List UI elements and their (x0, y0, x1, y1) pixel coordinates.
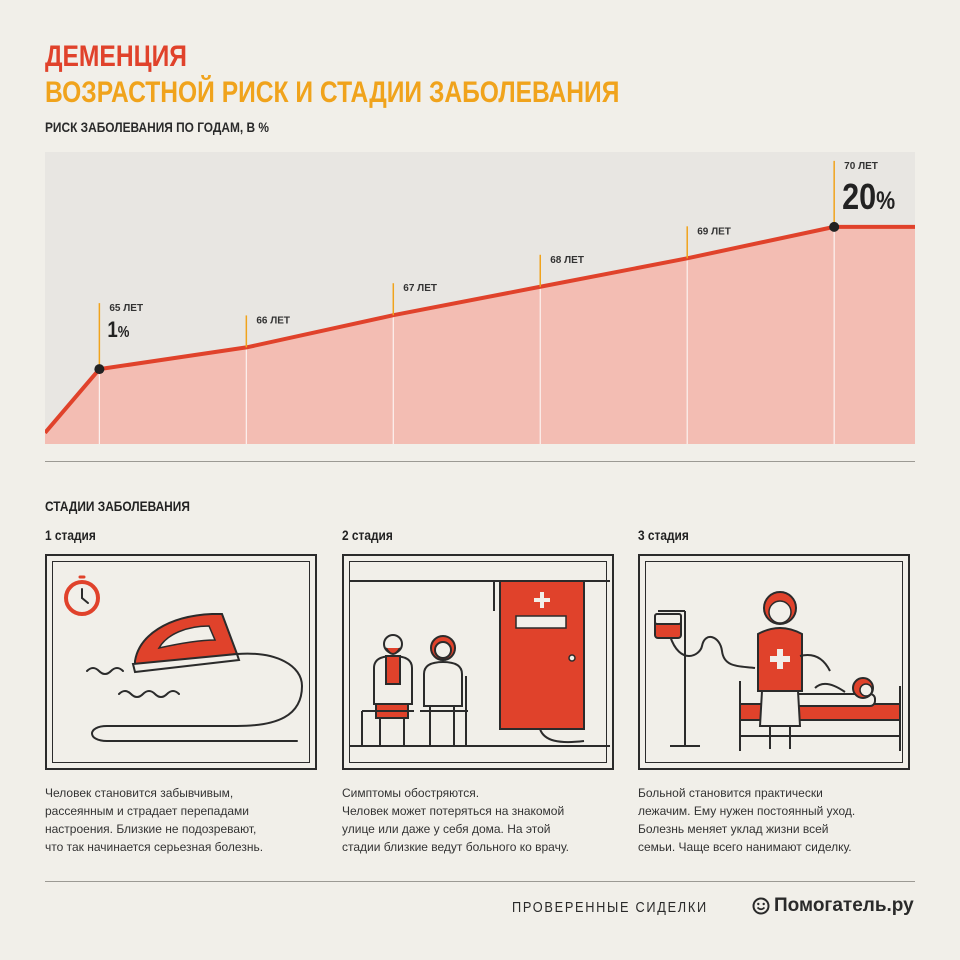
brand-logo[interactable]: Помогатель.ру (752, 895, 914, 917)
year-label: 66 ЛЕТ (256, 315, 290, 326)
divider-bottom (45, 881, 915, 882)
stage-3-label: 3 стадия (638, 527, 689, 543)
page-title: ДЕМЕНЦИЯ (45, 40, 187, 73)
divider-top (45, 461, 915, 462)
nurse-bed-icon (654, 591, 901, 751)
page-subtitle: ВОЗРАСТНОЙ РИСК И СТАДИИ ЗАБОЛЕВАНИЯ (45, 76, 620, 109)
description-line: семьи. Чаще всего нанимают сиделку. (638, 840, 852, 854)
footer-tagline: ПРОВЕРЕННЫЕ СИДЕЛКИ (512, 899, 708, 916)
stage-2-label: 2 стадия (342, 527, 393, 543)
description-line: Симптомы обостряются. (342, 786, 480, 800)
risk-value-label: 1% (107, 319, 129, 343)
doctor-door-icon (350, 580, 610, 747)
year-label: 69 ЛЕТ (697, 226, 731, 237)
stage-1-description: Человек становится забывчивым, рассеянны… (45, 784, 325, 856)
description-line: Человек может потеряться на знакомой (342, 804, 565, 818)
year-label: 70 ЛЕТ (844, 161, 878, 172)
year-label: 67 ЛЕТ (403, 283, 437, 294)
stage-2-illustration (342, 554, 614, 770)
description-line: что так начинается серьезная болезнь. (45, 840, 264, 854)
risk-value-unit: % (876, 186, 895, 214)
stage-3-illustration (638, 554, 910, 770)
data-point (94, 364, 105, 375)
description-line: рассеянным и страдает перепадами (45, 804, 249, 818)
stage-3-description: Больной становится практически лежачим. … (638, 784, 918, 856)
iron-clock-icon (64, 575, 304, 742)
stages-title: СТАДИИ ЗАБОЛЕВАНИЯ (45, 498, 190, 514)
description-line: улице или даже у себя дома. На этой (342, 822, 551, 836)
description-line: Больной становится практически (638, 786, 823, 800)
description-line: Человек становится забывчивым, (45, 786, 234, 800)
description-line: настроения. Близкие не подозревают, (45, 822, 257, 836)
description-line: Болезнь меняет уклад жизни всей (638, 822, 829, 836)
chart-caption: РИСК ЗАБОЛЕВАНИЯ ПО ГОДАМ, В % (45, 119, 269, 135)
risk-line (45, 224, 915, 435)
year-label: 68 ЛЕТ (550, 255, 584, 266)
brand-name: Помогатель.ру (774, 895, 914, 916)
description-line: лежачим. Ему нужен постоянный уход. (638, 804, 856, 818)
risk-area (45, 226, 915, 444)
stage-1-illustration (45, 554, 317, 770)
risk-value-unit: % (118, 324, 130, 341)
smiley-icon (752, 897, 770, 915)
description-line: стадии близкие ведут больного ко врачу. (342, 840, 569, 854)
year-label: 65 ЛЕТ (109, 303, 143, 314)
data-point (829, 221, 840, 232)
stage-1-label: 1 стадия (45, 527, 96, 543)
stage-2-description: Симптомы обостряются. Человек может поте… (342, 784, 622, 856)
